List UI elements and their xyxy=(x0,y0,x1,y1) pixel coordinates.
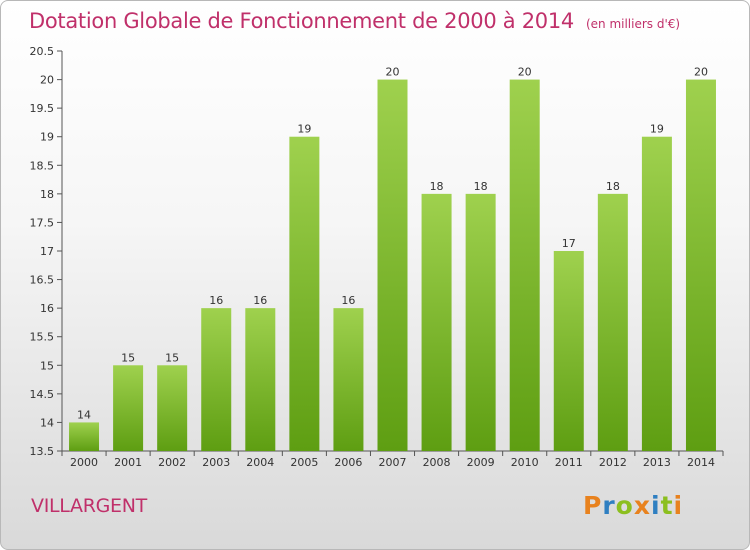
x-tick-label: 2002 xyxy=(158,456,186,469)
bar-value-label: 16 xyxy=(341,294,355,307)
logo-letter: x xyxy=(633,491,651,520)
commune-name: VILLARGENT xyxy=(31,495,147,517)
bar xyxy=(377,79,408,452)
bar xyxy=(201,308,232,451)
y-tick-label: 16 xyxy=(40,302,54,315)
chart-axes: 13.5 14 14.5 15 15.5 16 16.5 17 17.5 18 18.5 19 19.5… xyxy=(30,45,724,458)
y-tick-label: 19.5 xyxy=(30,102,55,115)
bar-value-label: 18 xyxy=(430,180,444,193)
x-tick-label: 2010 xyxy=(511,456,539,469)
y-tick-label: 16.5 xyxy=(30,274,55,287)
bar-value-label: 14 xyxy=(77,408,91,421)
bar-value-label: 15 xyxy=(121,351,135,364)
bar xyxy=(509,79,540,452)
x-tick-label: 2001 xyxy=(114,456,142,469)
x-tick-label: 2009 xyxy=(467,456,495,469)
bar xyxy=(333,308,364,451)
x-tick-label: 2012 xyxy=(599,456,627,469)
bar-value-label: 18 xyxy=(474,180,488,193)
y-tick-label: 14 xyxy=(40,416,54,429)
bar xyxy=(69,422,100,451)
y-tick-label: 15.5 xyxy=(30,331,55,344)
proxiti-logo: Proxiti xyxy=(583,491,683,520)
logo-letter: P xyxy=(583,491,603,520)
x-tick-label: 2007 xyxy=(379,456,407,469)
bar-value-label: 19 xyxy=(297,123,311,136)
bar-value-label: 16 xyxy=(209,294,223,307)
x-tick-label: 2005 xyxy=(290,456,318,469)
logo-letter: o xyxy=(615,491,634,520)
bar xyxy=(289,136,320,451)
logo-letter: i xyxy=(673,491,684,520)
bar xyxy=(157,365,188,451)
y-tick-label: 20.5 xyxy=(30,45,55,58)
x-tick-label: 2013 xyxy=(643,456,671,469)
bar xyxy=(597,193,628,451)
bar xyxy=(685,79,716,452)
x-tick-label: 2004 xyxy=(246,456,274,469)
logo-letter: t xyxy=(660,491,674,520)
bar xyxy=(553,251,584,451)
y-tick-label: 17.5 xyxy=(30,216,55,229)
bar-value-label: 17 xyxy=(562,237,576,250)
y-tick-label: 18 xyxy=(40,188,54,201)
bar-value-label: 20 xyxy=(386,66,400,79)
chart-bars xyxy=(69,79,716,452)
logo-letter: i xyxy=(651,491,661,520)
bar-value-label: 20 xyxy=(518,66,532,79)
y-tick-label: 18.5 xyxy=(30,159,55,172)
y-tick-label: 15 xyxy=(40,359,54,372)
bar xyxy=(641,136,672,451)
x-tick-label: 2006 xyxy=(334,456,362,469)
bar xyxy=(465,193,496,451)
chart-title-main: Dotation Globale de Fonctionnement de 20… xyxy=(29,9,574,33)
bar xyxy=(421,193,452,451)
bar xyxy=(113,365,144,451)
x-tick-label: 2003 xyxy=(202,456,230,469)
x-tick-label: 2011 xyxy=(555,456,583,469)
y-tick-label: 20 xyxy=(40,74,54,87)
bar-value-label: 16 xyxy=(253,294,267,307)
y-tick-label: 17 xyxy=(40,245,54,258)
chart-title: Dotation Globale de Fonctionnement de 20… xyxy=(29,9,680,33)
y-tick-label: 19 xyxy=(40,131,54,144)
chart-labels: 2000 14 2001 15 2002 15 2003 16 2004 16 2005 19 2006… xyxy=(70,66,715,469)
chart-title-unit: (en milliers d'€) xyxy=(585,17,681,31)
bar-value-label: 20 xyxy=(694,66,708,79)
y-tick-label: 14.5 xyxy=(30,388,55,401)
logo-letter: r xyxy=(602,491,616,520)
bar-value-label: 15 xyxy=(165,351,179,364)
x-tick-label: 2008 xyxy=(423,456,451,469)
bar-value-label: 18 xyxy=(606,180,620,193)
bar xyxy=(245,308,276,451)
x-tick-label: 2000 xyxy=(70,456,98,469)
x-tick-label: 2014 xyxy=(687,456,715,469)
bar-value-label: 19 xyxy=(650,123,664,136)
y-tick-label: 13.5 xyxy=(30,445,55,458)
